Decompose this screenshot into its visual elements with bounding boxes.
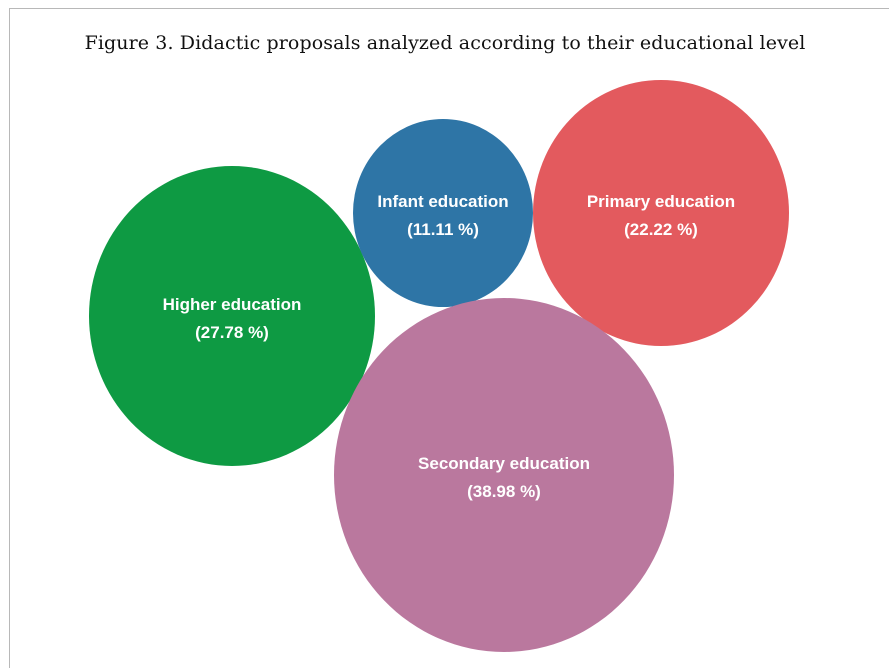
bubble-value-secondary-education: (38.98 %) — [467, 482, 541, 501]
chart-title: Figure 3. Didactic proposals analyzed ac… — [84, 32, 806, 54]
bubble-shape-higher-education — [89, 166, 375, 466]
bubble-shape-primary-education — [533, 80, 789, 346]
bubble-infant-education: Infant education (11.11 %) — [353, 119, 533, 307]
bubble-shape-secondary-education — [334, 298, 674, 652]
bubble-label-infant-education: Infant education — [377, 192, 508, 211]
bubble-label-secondary-education: Secondary education — [418, 454, 590, 473]
bubble-secondary-education: Secondary education (38.98 %) — [334, 298, 674, 652]
bubble-primary-education: Primary education (22.22 %) — [533, 80, 789, 346]
bubble-value-primary-education: (22.22 %) — [624, 220, 698, 239]
bubble-higher-education: Higher education (27.78 %) — [89, 166, 375, 466]
bubble-label-higher-education: Higher education — [163, 295, 302, 314]
bubble-shape-infant-education — [353, 119, 533, 307]
bubble-value-higher-education: (27.78 %) — [195, 323, 269, 342]
bubble-value-infant-education: (11.11 %) — [407, 220, 479, 239]
figure-frame — [9, 8, 889, 668]
bubble-label-primary-education: Primary education — [587, 192, 735, 211]
